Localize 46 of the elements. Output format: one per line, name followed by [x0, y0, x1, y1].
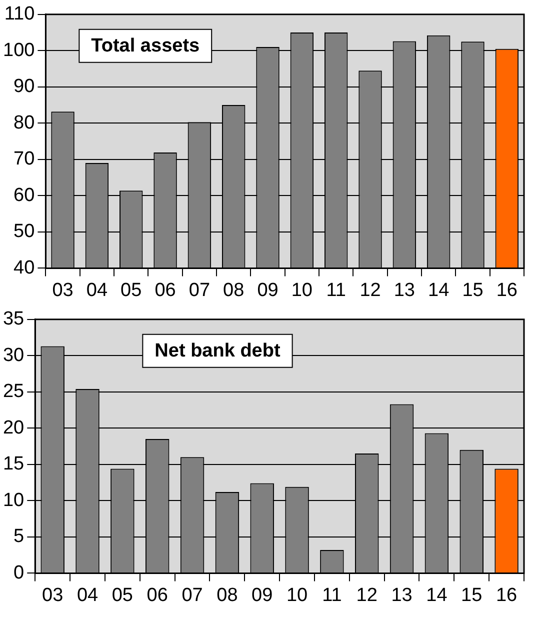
x-tick-label: 06	[146, 584, 168, 606]
x-tick-label: 11	[326, 280, 346, 301]
x-tick-label: 05	[120, 280, 142, 301]
y-tick-label: 5	[14, 526, 24, 548]
x-tick-label: 09	[252, 584, 273, 606]
y-tick-label: 110	[4, 4, 35, 25]
x-tick-label: 03	[52, 280, 74, 301]
text: Net bank debt	[154, 340, 281, 362]
x-tick-label: 15	[462, 280, 484, 301]
x-tick-label: 05	[112, 584, 133, 606]
x-tick-label: 10	[286, 584, 308, 606]
x-tick-label: 08	[216, 584, 238, 606]
y-tick-label: 100	[3, 40, 35, 61]
x-tick-label: 13	[391, 584, 412, 606]
y-tick-label: 50	[14, 221, 35, 242]
x-tick-label: 04	[76, 584, 99, 606]
x-tick-label: 14	[426, 584, 448, 606]
x-tick-label: 06	[154, 280, 176, 301]
y-tick-label: 40	[14, 257, 35, 278]
y-tick-label: 20	[2, 417, 24, 438]
x-tick-label: 09	[257, 280, 278, 301]
y-tick-label: 60	[14, 184, 35, 206]
y-tick-label: 30	[2, 344, 24, 366]
x-tick-label: 04	[86, 280, 108, 301]
x-tick-label: 03	[42, 584, 64, 606]
y-tick-label: 25	[2, 381, 24, 402]
x-tick-label: 07	[188, 280, 210, 301]
y-tick-label: 90	[14, 76, 35, 98]
y-tick-label: 80	[14, 112, 35, 134]
x-tick-label: 16	[496, 584, 518, 606]
y-tick-label: 0	[14, 562, 24, 584]
x-tick-label: 12	[360, 280, 381, 301]
y-tick-label: 70	[14, 148, 35, 170]
x-tick-label: 16	[496, 280, 518, 301]
x-tick-label: 12	[356, 584, 378, 606]
x-tick-label: 10	[291, 280, 313, 301]
y-tick-label: 35	[2, 308, 24, 330]
x-tick-label: 15	[461, 584, 482, 606]
x-tick-label: 14	[428, 280, 450, 301]
text: Total assets	[91, 36, 200, 57]
y-tick-label: 10	[2, 490, 24, 511]
x-tick-label: 07	[182, 584, 203, 606]
x-tick-label: 13	[394, 280, 415, 301]
x-tick-label: 08	[223, 280, 244, 301]
x-tick-label: 11	[322, 584, 342, 606]
y-tick-label: 15	[2, 454, 24, 475]
